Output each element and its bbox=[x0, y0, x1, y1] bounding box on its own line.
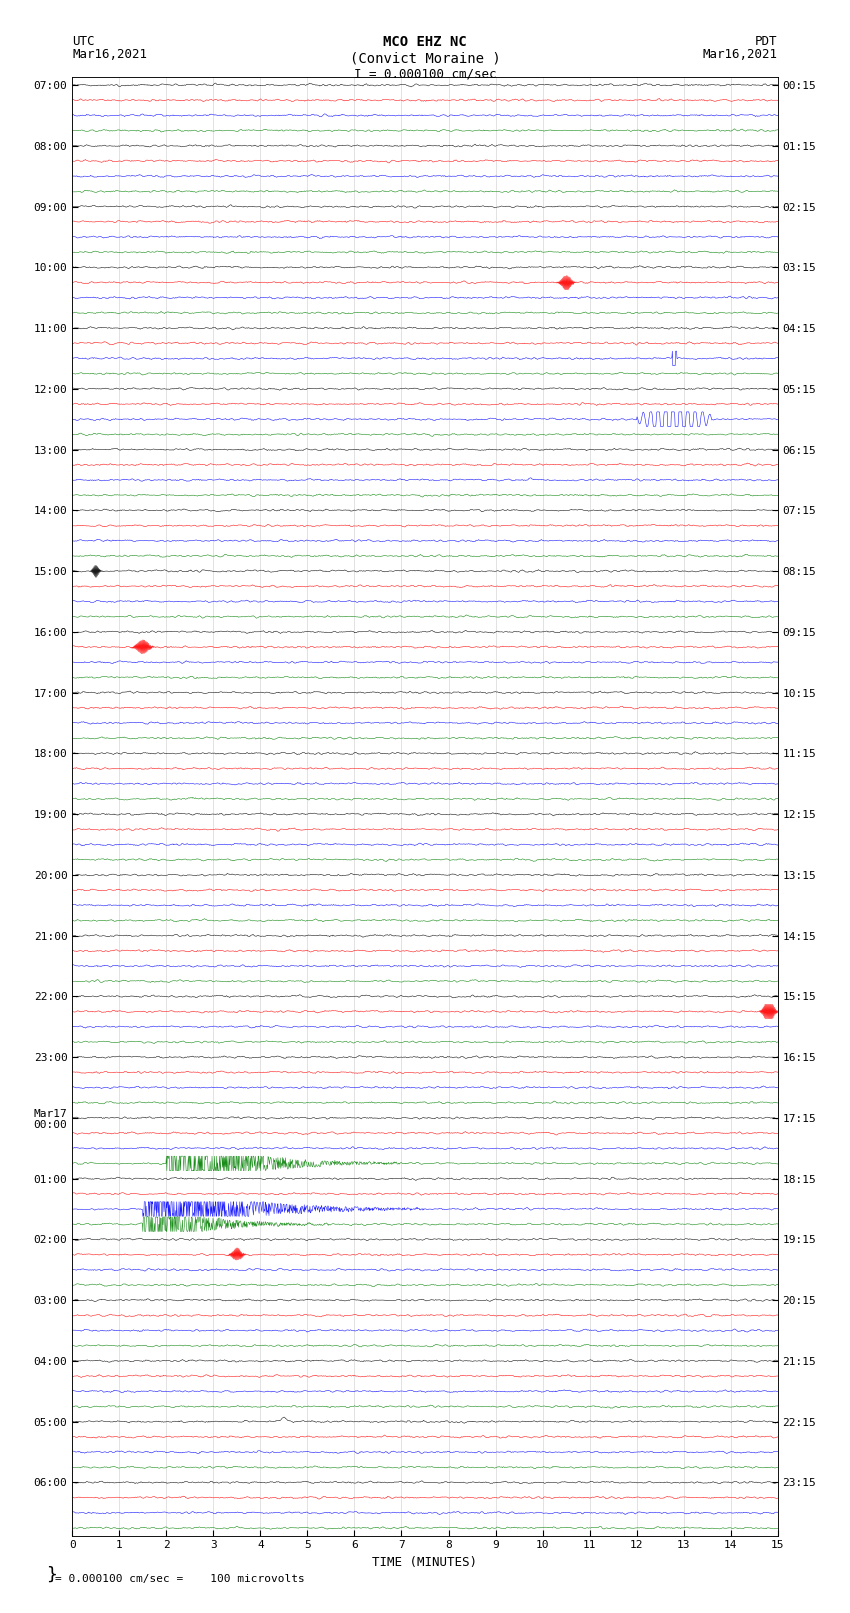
X-axis label: TIME (MINUTES): TIME (MINUTES) bbox=[372, 1557, 478, 1569]
Text: Mar16,2021: Mar16,2021 bbox=[703, 48, 778, 61]
Text: UTC: UTC bbox=[72, 35, 94, 48]
Text: I = 0.000100 cm/sec: I = 0.000100 cm/sec bbox=[354, 68, 496, 81]
Text: }: } bbox=[46, 1566, 56, 1584]
Text: = 0.000100 cm/sec =    100 microvolts: = 0.000100 cm/sec = 100 microvolts bbox=[55, 1574, 305, 1584]
Text: (Convict Moraine ): (Convict Moraine ) bbox=[349, 52, 501, 66]
Text: Mar16,2021: Mar16,2021 bbox=[72, 48, 147, 61]
Text: MCO EHZ NC: MCO EHZ NC bbox=[383, 35, 467, 50]
Text: PDT: PDT bbox=[756, 35, 778, 48]
